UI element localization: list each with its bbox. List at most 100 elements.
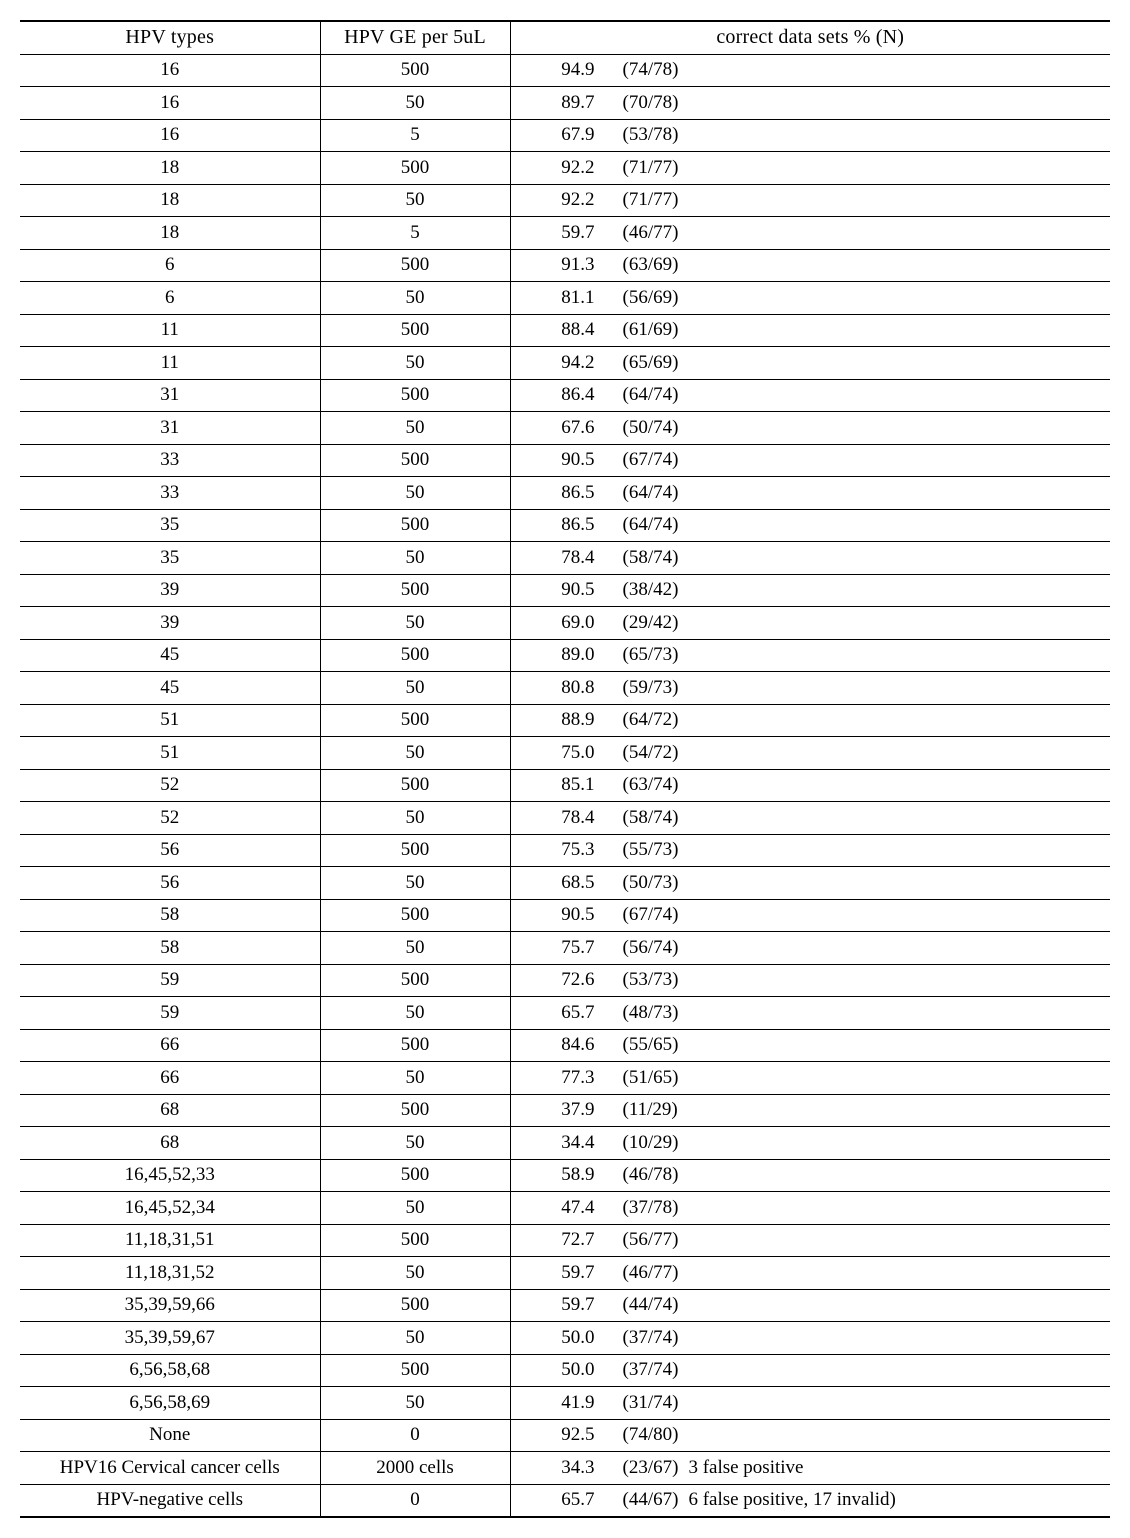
cell-fraction: (64/74) [595,384,679,406]
table-row: 5250085.1(63/74) [20,769,1110,802]
cell-hpv-ge: 500 [320,834,510,867]
cell-percent: 65.7 [537,1002,595,1024]
table-row: 565068.5(50/73) [20,867,1110,900]
cell-hpv-ge: 50 [320,347,510,380]
cell-hpv-ge: 500 [320,1029,510,1062]
cell-fraction: (63/69) [595,254,679,276]
cell-hpv-ge: 50 [320,87,510,120]
table-row: 315067.6(50/74) [20,412,1110,445]
table-row: 165089.7(70/78) [20,87,1110,120]
cell-correct-data: 72.7(56/77) [510,1224,1110,1257]
cell-hpv-ge: 50 [320,1192,510,1225]
cell-hpv-ge: 500 [320,704,510,737]
cell-hpv-ge: 0 [320,1419,510,1452]
table-row: 16567.9(53/78) [20,119,1110,152]
cell-hpv-ge: 50 [320,867,510,900]
cell-hpv-types: 11 [20,347,320,380]
cell-fraction: (63/74) [595,774,679,796]
cell-hpv-types: 68 [20,1127,320,1160]
cell-correct-data: 75.0(54/72) [510,737,1110,770]
cell-fraction: (64/72) [595,709,679,731]
cell-fraction: (55/73) [595,839,679,861]
cell-correct-data: 90.5(67/74) [510,444,1110,477]
cell-fraction: (58/74) [595,547,679,569]
cell-hpv-ge: 50 [320,607,510,640]
table-row: None092.5(74/80) [20,1419,1110,1452]
cell-hpv-ge: 500 [320,1159,510,1192]
cell-percent: 75.3 [537,839,595,861]
cell-correct-data: 67.9(53/78) [510,119,1110,152]
cell-hpv-ge: 50 [320,997,510,1030]
table-row: 515075.0(54/72) [20,737,1110,770]
cell-hpv-ge: 50 [320,1322,510,1355]
cell-correct-data: 84.6(55/65) [510,1029,1110,1062]
cell-hpv-types: 58 [20,899,320,932]
cell-percent: 89.0 [537,644,595,666]
cell-hpv-types: HPV16 Cervical cancer cells [20,1452,320,1485]
cell-fraction: (56/77) [595,1229,679,1251]
cell-fraction: (64/74) [595,514,679,536]
cell-percent: 72.7 [537,1229,595,1251]
table-header-row: HPV types HPV GE per 5uL correct data se… [20,21,1110,54]
cell-fraction: (37/78) [595,1197,679,1219]
cell-fraction: (29/42) [595,612,679,634]
cell-fraction: (54/72) [595,742,679,764]
cell-hpv-types: 35 [20,509,320,542]
cell-correct-data: 88.9(64/72) [510,704,1110,737]
cell-hpv-types: None [20,1419,320,1452]
cell-fraction: (46/77) [595,1262,679,1284]
cell-hpv-ge: 500 [320,54,510,87]
table-row: 1850092.2(71/77) [20,152,1110,185]
cell-percent: 59.7 [537,1294,595,1316]
cell-percent: 90.5 [537,579,595,601]
cell-fraction: (37/74) [595,1327,679,1349]
table-body: 1650094.9(74/78)165089.7(70/78)16567.9(5… [20,54,1110,1517]
table-row: 5850090.5(67/74) [20,899,1110,932]
col-header-hpv-types: HPV types [20,21,320,54]
cell-percent: 85.1 [537,774,595,796]
hpv-data-table: HPV types HPV GE per 5uL correct data se… [20,20,1110,1518]
cell-fraction: (71/77) [595,189,679,211]
table-row: 18559.7(46/77) [20,217,1110,250]
table-row: 685034.4(10/29) [20,1127,1110,1160]
cell-percent: 59.7 [537,222,595,244]
cell-percent: 37.9 [537,1099,595,1121]
cell-fraction: (50/73) [595,872,679,894]
cell-percent: 91.3 [537,254,595,276]
cell-hpv-types: 35,39,59,66 [20,1289,320,1322]
cell-hpv-types: 11,18,31,51 [20,1224,320,1257]
cell-hpv-types: 16,45,52,34 [20,1192,320,1225]
cell-percent: 80.8 [537,677,595,699]
cell-hpv-types: 56 [20,834,320,867]
cell-hpv-types: 56 [20,867,320,900]
cell-percent: 94.9 [537,59,595,81]
cell-hpv-types: 68 [20,1094,320,1127]
cell-hpv-ge: 500 [320,314,510,347]
cell-hpv-types: 31 [20,379,320,412]
cell-hpv-ge: 500 [320,379,510,412]
cell-correct-data: 47.4(37/78) [510,1192,1110,1225]
cell-hpv-types: 16 [20,54,320,87]
cell-percent: 34.3 [537,1457,595,1479]
table-row: 11,18,31,525059.7(46/77) [20,1257,1110,1290]
cell-correct-data: 80.8(59/73) [510,672,1110,705]
cell-hpv-ge: 50 [320,1127,510,1160]
cell-percent: 41.9 [537,1392,595,1414]
table-row: 6850037.9(11/29) [20,1094,1110,1127]
cell-fraction: (55/65) [595,1034,679,1056]
cell-hpv-ge: 500 [320,899,510,932]
cell-hpv-ge: 50 [320,932,510,965]
cell-hpv-types: 31 [20,412,320,445]
cell-fraction: (64/74) [595,482,679,504]
cell-fraction: (46/78) [595,1164,679,1186]
cell-fraction: (56/69) [595,287,679,309]
cell-hpv-ge: 0 [320,1484,510,1517]
table-row: 5150088.9(64/72) [20,704,1110,737]
cell-percent: 94.2 [537,352,595,374]
cell-hpv-ge: 500 [320,444,510,477]
cell-hpv-types: 51 [20,737,320,770]
cell-hpv-types: 59 [20,964,320,997]
cell-percent: 78.4 [537,547,595,569]
cell-correct-data: 59.7(46/77) [510,217,1110,250]
col-header-correct-data: correct data sets % (N) [510,21,1110,54]
